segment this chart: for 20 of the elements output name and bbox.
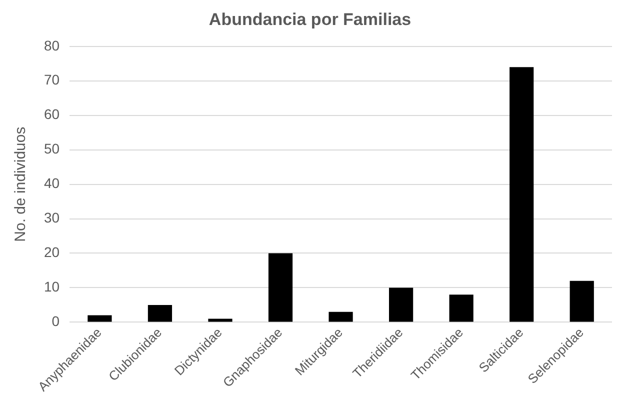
bar [88,315,112,322]
bar [389,288,414,322]
y-tick-label: 10 [44,278,60,295]
chart-title: Abundancia por Familias [208,10,412,29]
bar [328,312,353,322]
y-axis-title: No. de individuos [12,126,30,242]
y-tick-label: 0 [52,313,60,330]
y-tick-label: 20 [44,244,60,260]
bar [148,304,172,322]
bar [570,280,594,322]
bar [208,318,232,322]
y-tick-label: 50 [44,140,60,157]
y-tick-label: 60 [44,106,60,122]
bar [449,294,474,322]
bar [510,67,534,322]
y-tick-label: 70 [44,72,60,88]
y-tick-label: 40 [44,175,60,192]
y-tick-label: 30 [44,210,60,226]
bar [268,253,293,322]
y-tick-label: 80 [44,37,60,54]
